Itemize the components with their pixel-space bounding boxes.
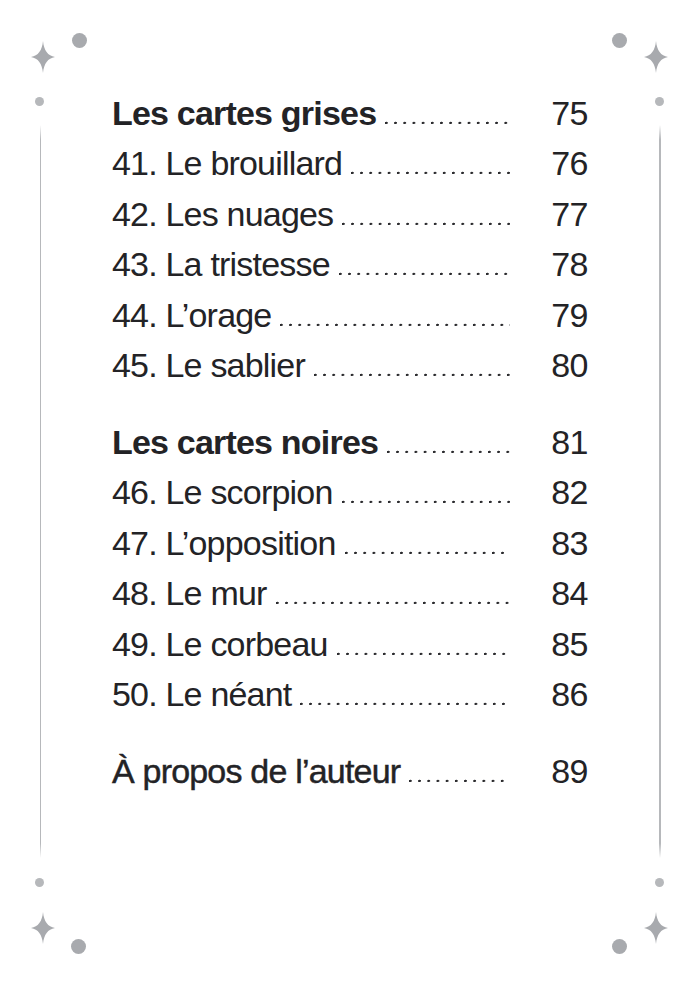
dot-decoration	[612, 939, 627, 954]
toc-row-page: 81	[524, 417, 588, 467]
toc-entry-row: 41. Le brouillard 76	[112, 138, 588, 188]
dot-decoration	[35, 97, 44, 106]
toc-row-page: 82	[524, 467, 588, 517]
sparkle-icon	[644, 41, 668, 73]
dot-decoration	[71, 939, 86, 954]
dotted-leader	[337, 652, 510, 656]
toc-entry-row: 42. Les nuages 77	[112, 189, 588, 239]
toc-row-page: 80	[524, 340, 588, 390]
dotted-leader	[276, 601, 510, 605]
toc-entry-row: 44. L’orage 79	[112, 290, 588, 340]
table-of-contents: Les cartes grises 75 41. Le brouillard 7…	[112, 88, 588, 796]
dotted-leader	[339, 272, 510, 276]
dotted-leader	[314, 373, 510, 377]
toc-row-label: 47. L’opposition	[112, 518, 336, 568]
dot-decoration	[655, 97, 664, 106]
toc-row-page: 89	[524, 746, 588, 796]
toc-row-label: 49. Le corbeau	[112, 619, 328, 669]
toc-row-page: 76	[524, 138, 588, 188]
toc-row-page: 84	[524, 568, 588, 618]
toc-heading-row: Les cartes grises 75	[112, 88, 588, 138]
toc-row-page: 85	[524, 619, 588, 669]
toc-row-label: 45. Le sablier	[112, 340, 305, 390]
dot-decoration	[72, 33, 87, 48]
toc-entry-row: 43. La tristesse 78	[112, 239, 588, 289]
vertical-line-decoration	[40, 125, 42, 858]
toc-row-label: Les cartes grises	[112, 88, 376, 138]
toc-row-label: 50. Le néant	[112, 669, 291, 719]
toc-entry-row: 46. Le scorpion 82	[112, 467, 588, 517]
dotted-leader	[409, 779, 510, 783]
toc-row-page: 75	[524, 88, 588, 138]
toc-row-about-author: À propos de l’auteur 89	[112, 746, 588, 796]
sparkle-icon	[31, 41, 55, 73]
vertical-line-decoration	[659, 125, 661, 858]
toc-entry-row: 50. Le néant 86	[112, 669, 588, 719]
dotted-leader	[385, 121, 510, 125]
sparkle-icon	[31, 912, 55, 944]
toc-heading-row: Les cartes noires 81	[112, 417, 588, 467]
dot-decoration	[612, 33, 627, 48]
toc-row-page: 79	[524, 290, 588, 340]
toc-row-label: 48. Le mur	[112, 568, 267, 618]
dotted-leader	[345, 551, 510, 555]
dotted-leader	[342, 222, 510, 226]
toc-row-label: 42. Les nuages	[112, 189, 333, 239]
dotted-leader	[351, 171, 510, 175]
toc-entry-row: 49. Le corbeau 85	[112, 619, 588, 669]
dotted-leader	[280, 323, 510, 327]
toc-row-page: 78	[524, 239, 588, 289]
dotted-leader	[300, 702, 510, 706]
toc-entry-row: 47. L’opposition 83	[112, 518, 588, 568]
toc-row-page: 86	[524, 669, 588, 719]
dotted-leader	[342, 500, 511, 504]
toc-entry-row: 45. Le sablier 80	[112, 340, 588, 390]
toc-row-page: 83	[524, 518, 588, 568]
toc-row-label: Les cartes noires	[112, 417, 378, 467]
dot-decoration	[655, 878, 664, 887]
sparkle-icon	[644, 912, 668, 944]
toc-entry-row: 48. Le mur 84	[112, 568, 588, 618]
toc-row-label: 43. La tristesse	[112, 239, 330, 289]
toc-row-page: 77	[524, 189, 588, 239]
toc-row-label: À propos de l’auteur	[112, 746, 400, 796]
toc-row-label: 41. Le brouillard	[112, 138, 342, 188]
dotted-leader	[387, 450, 510, 454]
toc-row-label: 44. L’orage	[112, 290, 271, 340]
toc-row-label: 46. Le scorpion	[112, 467, 333, 517]
dot-decoration	[35, 878, 44, 887]
